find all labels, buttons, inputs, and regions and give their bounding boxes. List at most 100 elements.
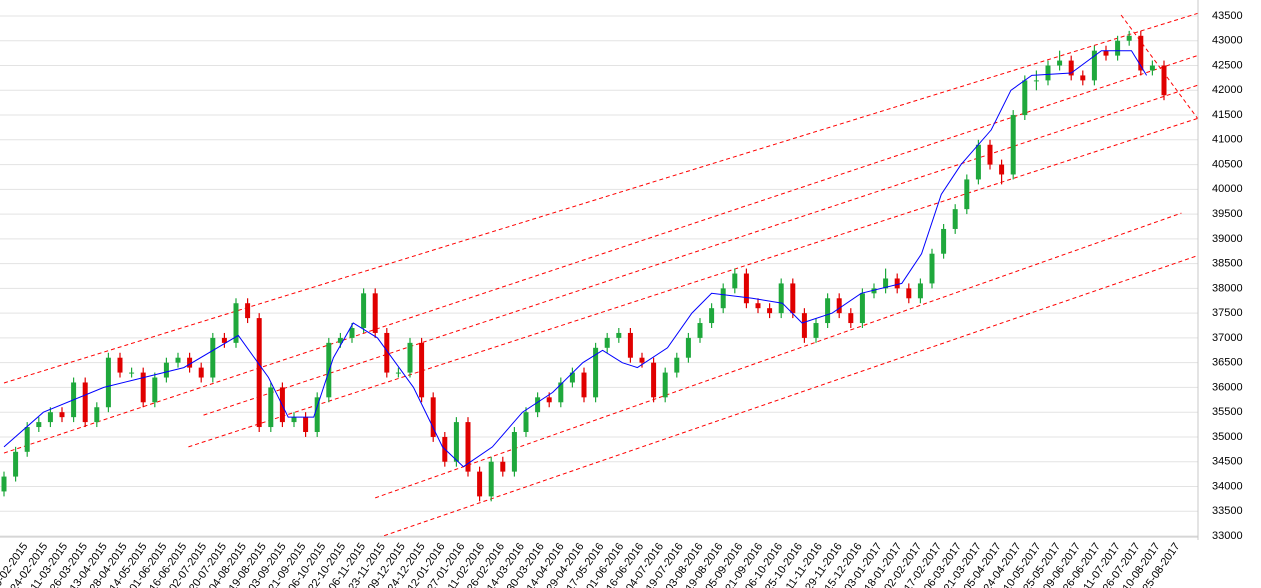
candle-body: [651, 362, 657, 398]
candle-body: [94, 407, 100, 423]
candle-body: [1057, 60, 1063, 66]
candle-body: [1138, 35, 1144, 71]
candle-body: [1022, 80, 1028, 116]
candle-body: [894, 278, 900, 289]
candle-body: [871, 288, 877, 294]
candle-body: [674, 357, 680, 373]
moving-average-line: [3, 50, 1148, 468]
candle-body: [1033, 80, 1039, 82]
candle-body: [825, 298, 831, 324]
y-tick-label: 34500: [1212, 456, 1243, 468]
candle-body: [546, 397, 552, 403]
trend-line: [1120, 14, 1198, 120]
y-tick-label: 39000: [1212, 233, 1243, 245]
candle-body: [105, 357, 111, 408]
candle-body: [859, 293, 865, 324]
candle-body: [627, 332, 633, 358]
y-tick-label: 39500: [1212, 208, 1243, 220]
candle-body: [999, 164, 1005, 175]
candle-body: [453, 422, 459, 462]
candle-body: [314, 397, 320, 432]
candle-body: [1161, 65, 1167, 96]
candle-body: [801, 313, 807, 338]
candle-body: [1010, 115, 1016, 175]
candle-body: [488, 461, 494, 497]
candle-body: [929, 253, 935, 284]
candle-body: [419, 342, 425, 398]
y-tick-label: 42000: [1212, 84, 1243, 96]
candle-body: [767, 308, 773, 314]
y-tick-label: 43000: [1212, 35, 1243, 47]
candle-body: [709, 308, 715, 324]
candle-body: [604, 337, 610, 348]
candle-body: [256, 318, 262, 428]
candle-body: [233, 303, 239, 343]
candle-body: [697, 323, 703, 338]
candle-body: [303, 417, 309, 432]
y-tick-label: 38500: [1212, 258, 1243, 270]
candle-body: [187, 357, 193, 368]
candle-body: [523, 412, 529, 432]
y-tick-label: 37500: [1212, 307, 1243, 319]
y-tick-label: 36500: [1212, 357, 1243, 369]
candle-body: [500, 461, 506, 472]
candle-body: [430, 397, 436, 437]
candle-body: [685, 337, 691, 358]
y-tick-label: 37000: [1212, 332, 1243, 344]
candle-body: [1115, 40, 1121, 56]
trend-line: [375, 212, 1182, 499]
candle-body: [732, 273, 738, 289]
candle-body: [361, 293, 367, 328]
trend-line: [203, 84, 1198, 416]
candle-body: [1, 476, 7, 492]
candle-body: [152, 377, 158, 403]
candle-body: [163, 362, 169, 378]
candle-body: [1126, 35, 1132, 41]
y-tick-label: 38000: [1212, 282, 1243, 294]
candle-body: [477, 471, 483, 497]
candle-body: [395, 372, 401, 374]
candle-body: [917, 283, 923, 299]
candle-body: [1149, 65, 1155, 71]
candle-body: [813, 323, 819, 338]
candle-body: [535, 397, 541, 413]
candle-body: [581, 372, 587, 398]
y-tick-label: 35000: [1212, 431, 1243, 443]
candle-body: [268, 387, 274, 428]
candle-body: [372, 293, 378, 333]
candle-body: [82, 382, 88, 423]
y-tick-label: 36000: [1212, 381, 1243, 393]
candle-body: [1103, 50, 1109, 56]
candle-body: [175, 357, 181, 363]
plot-area: [1, 12, 1198, 537]
candle-body: [558, 382, 564, 403]
y-tick-label: 42500: [1212, 59, 1243, 71]
candle-body: [129, 372, 135, 374]
y-tick-label: 43500: [1212, 10, 1243, 22]
candle-body: [291, 417, 297, 423]
candle-body: [790, 283, 796, 314]
candle-body: [465, 422, 471, 472]
candle-body: [210, 337, 216, 378]
candle-body: [662, 372, 668, 398]
candle-body: [36, 422, 42, 428]
candle-body: [848, 313, 854, 324]
candle-body: [1068, 60, 1074, 76]
candle-body: [117, 357, 123, 373]
candle-body: [593, 347, 599, 398]
candle-body: [221, 337, 227, 343]
candle-body: [720, 288, 726, 309]
candle-body: [349, 328, 355, 338]
y-tick-label: 41500: [1212, 109, 1243, 121]
candle-body: [836, 298, 842, 314]
candle-body: [639, 357, 645, 363]
candle-body: [778, 283, 784, 314]
candle-body: [941, 228, 947, 254]
y-tick-label: 41000: [1212, 134, 1243, 146]
candle-body: [883, 278, 889, 289]
y-tick-label: 35500: [1212, 406, 1243, 418]
candle-body: [755, 303, 761, 309]
candle-body: [24, 427, 30, 452]
candle-body: [743, 273, 749, 304]
